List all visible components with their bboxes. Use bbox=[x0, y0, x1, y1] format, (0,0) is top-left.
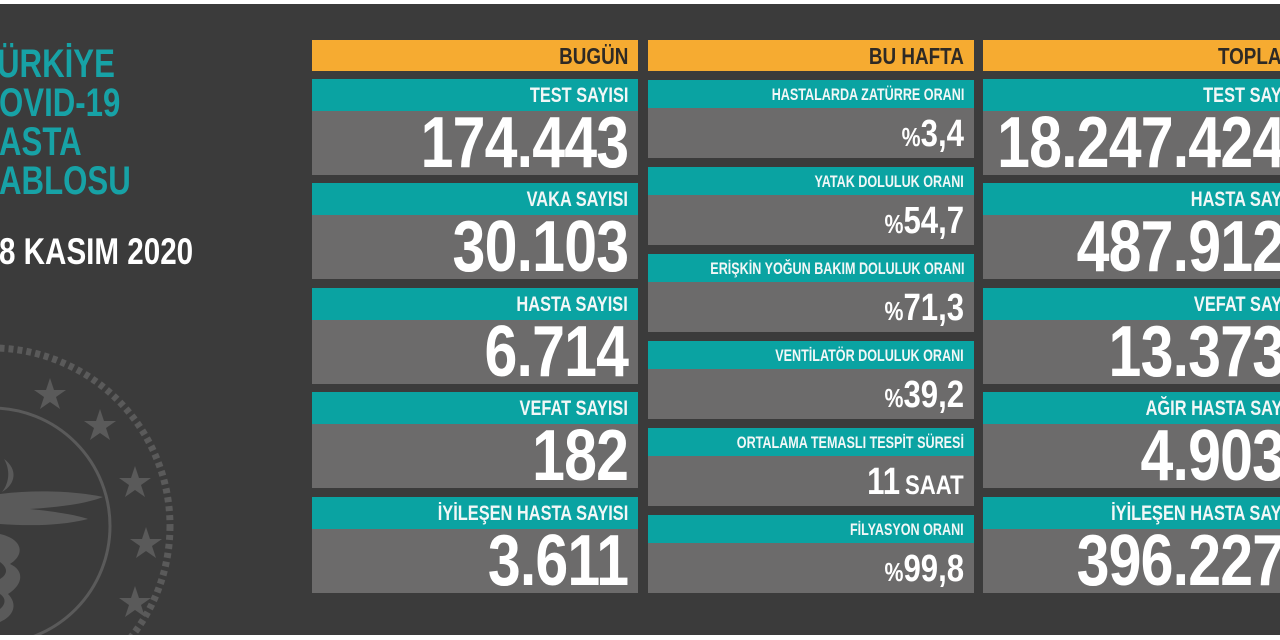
week-pneumonia-rate: HASTALARDA ZATÜRRE ORANI %3,4 bbox=[648, 80, 974, 158]
stat-label: TEST SAYISI bbox=[529, 84, 628, 107]
stat-value: 30.103 bbox=[452, 215, 628, 279]
stat-value: 18.247.424 bbox=[996, 111, 1280, 175]
stat-value: 396.227 bbox=[1076, 529, 1280, 593]
stat-label: ERİŞKİN YOĞUN BAKIM DOLULUK ORANI bbox=[709, 259, 964, 278]
stat-label: HASTA SAYISI bbox=[516, 293, 628, 316]
total-severe-patient-count: AĞIR HASTA SAY 4.903 bbox=[983, 392, 1280, 488]
stat-label: VEFAT SAYISI bbox=[519, 397, 628, 420]
stat-label: AĞIR HASTA SAY bbox=[1145, 397, 1280, 420]
ministry-emblem-icon bbox=[0, 344, 174, 635]
this-week-column: BU HAFTA HASTALARDA ZATÜRRE ORANI %3,4 Y… bbox=[648, 40, 974, 598]
week-bed-occupancy-rate: YATAK DOLULUK ORANI %54,7 bbox=[648, 167, 974, 246]
week-icu-occupancy-rate: ERİŞKİN YOĞUN BAKIM DOLULUK ORANI %71,3 bbox=[648, 254, 974, 333]
week-filiation-rate: FİLYASYON ORANI %99,8 bbox=[648, 515, 974, 593]
today-test-count: TEST SAYISI 174.443 bbox=[312, 79, 638, 175]
title-line-4: ABLOSU bbox=[0, 159, 131, 203]
stat-value: 4.903 bbox=[1140, 424, 1280, 488]
covid-dashboard: ÜRKİYE OVID-19 ASTA ABLOSU 8 KASIM 2020 … bbox=[0, 4, 1280, 635]
stat-label: VENTİLATÖR DOLULUK ORANI bbox=[775, 346, 964, 365]
total-test-count: TEST SAY 18.247.424 bbox=[983, 79, 1280, 175]
today-case-count: VAKA SAYISI 30.103 bbox=[312, 183, 638, 279]
stat-value: 174.443 bbox=[420, 111, 628, 175]
total-recovered-count: İYİLEŞEN HASTA SAY 396.227 bbox=[983, 497, 1280, 593]
dashboard-title: ÜRKİYE OVID-19 ASTA ABLOSU 8 KASIM 2020 bbox=[0, 4, 300, 304]
today-death-count: VEFAT SAYISI 182 bbox=[312, 392, 638, 488]
stat-value: 487.912 bbox=[1076, 215, 1280, 279]
stat-label: FİLYASYON ORANI bbox=[850, 520, 964, 539]
title-line-3: ASTA bbox=[0, 120, 82, 164]
report-date: 8 KASIM 2020 bbox=[0, 231, 194, 272]
stat-label: VAKA SAYISI bbox=[526, 188, 628, 211]
stat-label: HASTA SAY bbox=[1190, 188, 1280, 211]
this-week-header: BU HAFTA bbox=[648, 40, 974, 71]
total-header: TOPLA bbox=[983, 40, 1280, 71]
stat-label: HASTALARDA ZATÜRRE ORANI bbox=[771, 85, 964, 104]
week-contact-tracing-time: ORTALAMA TEMASLI TESPİT SÜRESİ 11 SAAT bbox=[648, 428, 974, 507]
stat-label: YATAK DOLULUK ORANI bbox=[814, 172, 964, 191]
stat-value: %99,8 bbox=[884, 548, 964, 590]
stat-value: %39,2 bbox=[884, 374, 964, 416]
stat-value: 182 bbox=[531, 424, 629, 488]
total-patient-count: HASTA SAY 487.912 bbox=[983, 183, 1280, 279]
week-ventilator-occupancy-rate: VENTİLATÖR DOLULUK ORANI %39,2 bbox=[648, 341, 974, 420]
total-column: TOPLA TEST SAY 18.247.424 HASTA SAY 487.… bbox=[983, 40, 1280, 598]
stat-label: TEST SAY bbox=[1203, 84, 1280, 107]
stat-value: 6.714 bbox=[484, 320, 628, 384]
stat-value: 3.611 bbox=[487, 529, 629, 593]
total-death-count: VEFAT SAY 13.373 bbox=[983, 288, 1280, 384]
stat-value: %3,4 bbox=[901, 113, 964, 155]
today-patient-count: HASTA SAYISI 6.714 bbox=[312, 288, 638, 384]
today-header: BUGÜN bbox=[312, 40, 638, 71]
title-line-1: ÜRKİYE bbox=[0, 42, 115, 86]
stat-label: İYİLEŞEN HASTA SAY bbox=[1111, 502, 1280, 525]
stat-value: %71,3 bbox=[884, 287, 964, 329]
title-line-2: OVID-19 bbox=[0, 81, 121, 125]
today-recovered-count: İYİLEŞEN HASTA SAYISI 3.611 bbox=[312, 497, 638, 593]
stat-label: VEFAT SAY bbox=[1193, 293, 1280, 316]
stat-value: %54,7 bbox=[884, 200, 964, 242]
stat-value: 13.373 bbox=[1108, 320, 1280, 384]
stat-label: İYİLEŞEN HASTA SAYISI bbox=[437, 502, 628, 525]
stat-value: 11 SAAT bbox=[867, 461, 964, 503]
stat-label: ORTALAMA TEMASLI TESPİT SÜRESİ bbox=[736, 433, 964, 452]
today-column: BUGÜN TEST SAYISI 174.443 VAKA SAYISI 30… bbox=[312, 40, 638, 598]
